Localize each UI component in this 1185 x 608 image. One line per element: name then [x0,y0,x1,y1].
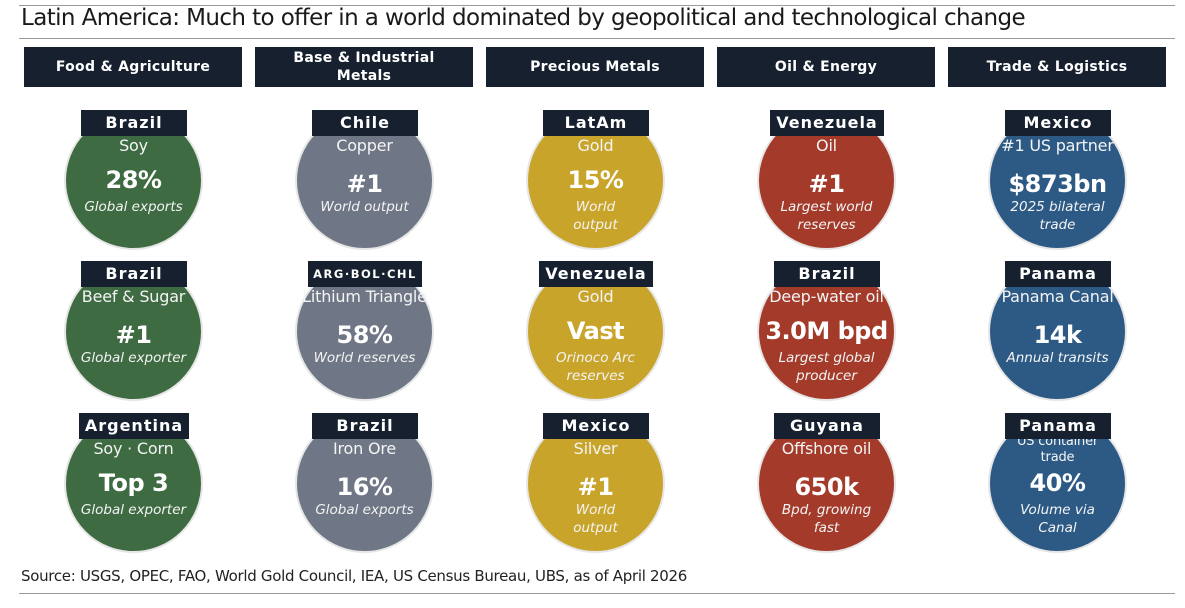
stat-value: 58% [336,321,393,349]
country-label: Brazil [312,413,418,439]
stat-description: Global exports [84,199,183,215]
page-title: Latin America: Much to offer in a world … [21,5,1026,31]
column-header-oil-energy: Oil & Energy [717,47,935,87]
source-note: Source: USGS, OPEC, FAO, World Gold Coun… [21,567,688,585]
stat-value: Vast [566,317,625,345]
stat-value: #1 [346,170,383,198]
stat-value: Top 3 [98,469,169,497]
stat-category: Soy · Corn [93,439,174,458]
stat-value: 650k [794,473,859,501]
country-label: Panama [1005,261,1111,287]
stat-value: 28% [105,166,162,194]
stat-value: $873bn [1008,170,1107,198]
stat-description: World output [573,502,618,536]
stat-category: Gold [577,287,614,306]
country-label: Mexico [543,413,649,439]
stat-description: Global exporter [80,350,187,366]
country-label: Guyana [774,413,880,439]
stat-category: Panama Canal [1001,287,1114,306]
column-header-food-agriculture: Food & Agriculture [24,47,242,87]
stat-description: Largest global producer [778,350,875,384]
country-label: ARG·BOL·CHL [308,261,422,287]
stat-value: #1 [115,321,152,349]
country-label: Chile [312,110,418,136]
stat-value: #1 [808,170,845,198]
stat-category: Copper [336,136,393,155]
stat-description: Bpd, growing fast [781,502,872,536]
stat-category: Gold [577,136,614,155]
stat-value: 14k [1033,321,1082,349]
top-rule [19,5,1175,6]
stat-description: World output [320,199,409,215]
country-label: Venezuela [539,261,653,287]
stat-description: World reserves [313,350,416,366]
column-header-base-industrial-metals: Base & Industrial Metals [255,47,473,87]
title-rule [19,38,1175,39]
stat-category: Offshore oil [781,439,872,458]
stat-description: Volume via Canal [1020,502,1095,536]
stat-value: 40% [1029,469,1086,497]
stat-description: Orinoco Arc reserves [556,350,635,384]
stat-value: 3.0M bpd [765,317,888,345]
stat-value: 15% [567,166,624,194]
stat-description: Global exporter [80,502,187,518]
stat-description: World output [573,199,618,233]
country-label: Panama [1005,413,1111,439]
column-header-trade-logistics: Trade & Logistics [948,47,1166,87]
stat-description: Global exports [315,502,414,518]
stat-category: Iron Ore [332,439,397,458]
bottom-rule [19,593,1175,594]
column-header-precious-metals: Precious Metals [486,47,704,87]
stat-category: Beef & Sugar [81,287,186,306]
stat-category: Deep-water oil [769,287,884,306]
stat-category: Silver [573,439,618,458]
country-label: Brazil [774,261,880,287]
stat-category: Oil [816,136,837,155]
stat-value: #1 [577,473,614,501]
country-label: Brazil [81,261,187,287]
stat-category: Soy [119,136,148,155]
country-label: LatAm [543,110,649,136]
stat-category: Lithium Triangle [302,287,427,306]
country-label: Mexico [1005,110,1111,136]
stat-category: #1 US partner [1001,136,1114,155]
stat-value: 16% [336,473,393,501]
country-label: Venezuela [770,110,884,136]
country-label: Brazil [81,110,187,136]
stat-description: Largest world reserves [780,199,873,233]
stat-description: 2025 bilateral trade [1010,199,1105,233]
stat-description: Annual transits [1006,350,1109,366]
country-label: Argentina [79,413,189,439]
